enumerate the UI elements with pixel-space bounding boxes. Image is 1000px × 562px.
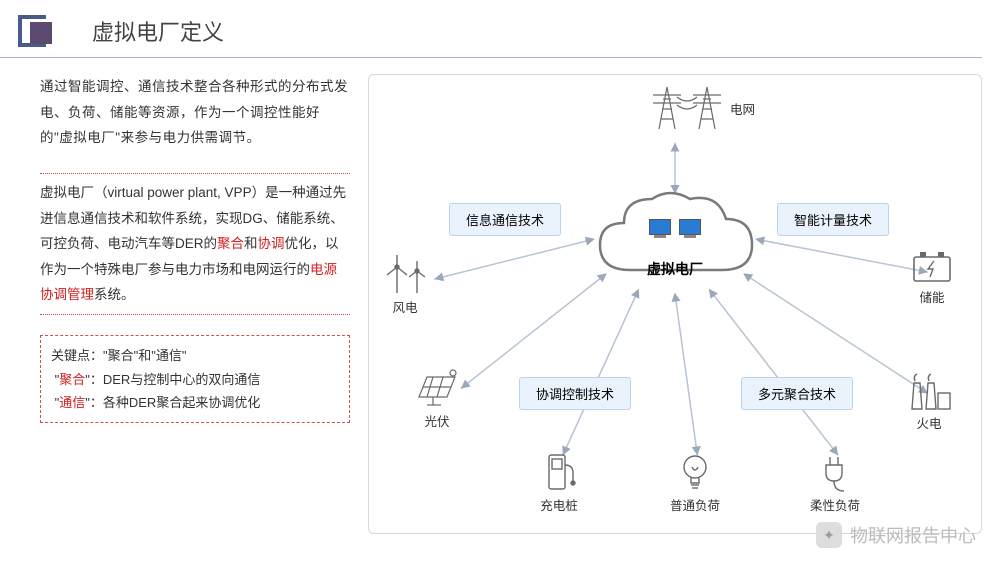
key-line-1: "聚合"：DER与控制中心的双向通信 — [51, 368, 339, 391]
slide-title: 虚拟电厂定义 — [92, 15, 224, 47]
node-flex-load-label: 柔性负荷 — [805, 495, 865, 514]
intro-paragraph: 通过智能调控、通信技术整合各种形式的分布式发电、负荷、储能等资源，作为一个调控性… — [40, 74, 350, 151]
watermark: ✦ 物联网报告中心 — [816, 522, 976, 548]
pylon-icon — [645, 81, 729, 131]
key2-text: ：各种DER聚合起来协调优化 — [90, 395, 260, 410]
node-normal-load: 普通负荷 — [665, 451, 725, 514]
monitor-icon — [679, 219, 701, 235]
def-mid1: 和 — [244, 236, 258, 251]
node-wind-label: 风电 — [377, 297, 433, 316]
slide-header: 虚拟电厂定义 — [0, 0, 982, 58]
logo-mark — [18, 15, 46, 47]
def-post: 系统。 — [94, 287, 135, 302]
wind-turbine-icon — [381, 251, 429, 295]
plug-icon — [816, 451, 854, 493]
key1-hl: 聚合 — [59, 372, 85, 387]
key-points-box: 关键点："聚合"和"通信" "聚合"：DER与控制中心的双向通信 "通信"：各种… — [40, 335, 350, 423]
box-smart-meter: 智能计量技术 — [777, 203, 889, 236]
node-pv-label: 光伏 — [407, 411, 467, 430]
monitor-icons — [649, 219, 701, 235]
ev-charger-icon — [541, 451, 577, 493]
definition-paragraph: 虚拟电厂（virtual power plant, VPP）是一种通过先进信息通… — [40, 173, 350, 315]
box-multi-agg: 多元聚合技术 — [741, 377, 853, 410]
wechat-icon: ✦ — [816, 522, 842, 548]
monitor-icon — [649, 219, 671, 235]
logo-square-icon — [30, 22, 52, 44]
lightbulb-icon — [679, 451, 711, 493]
solar-panel-icon — [413, 369, 461, 409]
node-grid-label: 电网 — [730, 99, 755, 118]
node-wind: 风电 — [377, 251, 433, 316]
node-grid: 电网 — [627, 81, 747, 133]
def-hl-coord: 协调 — [258, 236, 285, 251]
node-charger: 充电桩 — [529, 451, 589, 514]
center-cloud: 虚拟电厂 — [590, 185, 760, 295]
node-thermal: 火电 — [899, 369, 959, 432]
box-info-comm: 信息通信技术 — [449, 203, 561, 236]
power-plant-icon — [904, 369, 954, 411]
key-title: 关键点："聚合"和"通信" — [51, 344, 339, 367]
key-line-2: "通信"：各种DER聚合起来协调优化 — [51, 391, 339, 414]
node-storage: 储能 — [903, 247, 961, 306]
node-normal-load-label: 普通负荷 — [665, 495, 725, 514]
def-hl-aggregate: 聚合 — [217, 236, 244, 251]
main-content: 通过智能调控、通信技术整合各种形式的分布式发电、负荷、储能等资源，作为一个调控性… — [0, 58, 1000, 534]
key1-text: ：DER与控制中心的双向通信 — [90, 372, 260, 387]
box-coord-ctrl: 协调控制技术 — [519, 377, 631, 410]
battery-icon — [910, 247, 954, 285]
node-charger-label: 充电桩 — [529, 495, 589, 514]
node-flex-load: 柔性负荷 — [805, 451, 865, 514]
center-label: 虚拟电厂 — [647, 259, 703, 279]
node-storage-label: 储能 — [903, 287, 961, 306]
key2-hl: 通信 — [59, 395, 85, 410]
text-column: 通过智能调控、通信技术整合各种形式的分布式发电、负荷、储能等资源，作为一个调控性… — [40, 74, 350, 534]
node-thermal-label: 火电 — [899, 413, 959, 432]
node-pv: 光伏 — [407, 369, 467, 430]
watermark-text: 物联网报告中心 — [850, 522, 976, 548]
vpp-diagram: 虚拟电厂 信息通信技术 智能计量技术 协调控制技术 多元聚合技术 电网 — [368, 74, 982, 534]
